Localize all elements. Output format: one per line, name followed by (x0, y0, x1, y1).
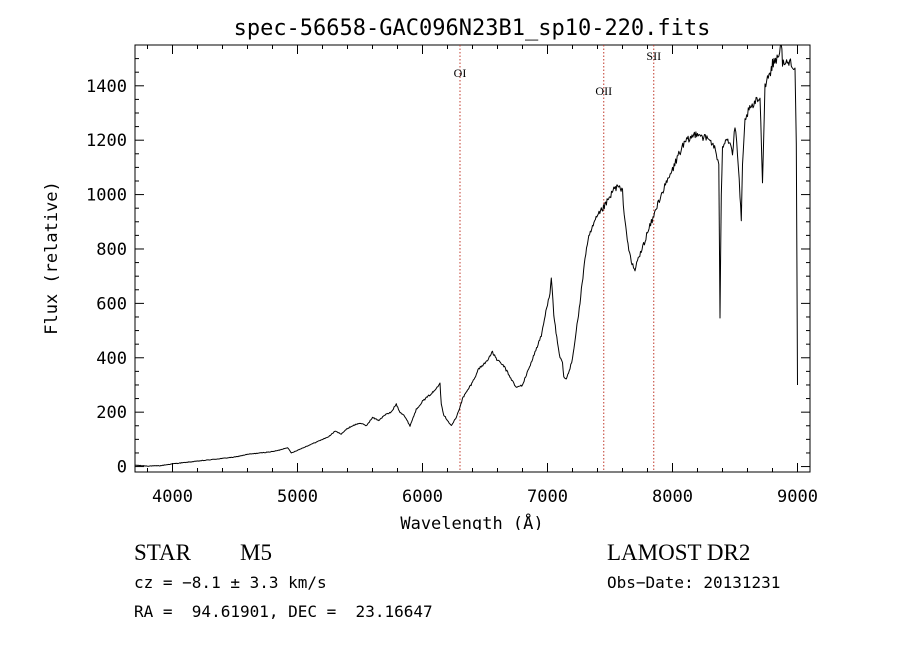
x-tick-label: 4000 (152, 487, 193, 507)
emission-line-label: OI (454, 66, 467, 80)
x-tick-label: 9000 (777, 487, 818, 507)
y-tick-label: 1400 (86, 77, 127, 97)
spectrum-chart: spec-56658-GAC096N23B1_sp10-220.fits Flu… (42, 16, 818, 530)
emission-line-label: OII (595, 84, 612, 98)
plot-frame (134, 44, 811, 473)
x-axis-label: Wavelength (Å) (400, 512, 543, 530)
y-tick-label: 1200 (86, 131, 127, 151)
x-tick-label: 5000 (277, 487, 318, 507)
obs-date-text: Obs−Date: 20131231 (607, 573, 781, 592)
emission-line-label: SII (646, 49, 661, 63)
object-type: STAR (134, 540, 191, 565)
x-tick-label: 6000 (402, 487, 443, 507)
coordinates-text: RA = 94.61901, DEC = 23.16647 (134, 602, 433, 621)
x-tick-label: 8000 (652, 487, 693, 507)
chart-title: spec-56658-GAC096N23B1_sp10-220.fits (234, 16, 711, 41)
y-tick-label: 600 (96, 294, 127, 314)
y-tick-label: 400 (96, 349, 127, 369)
y-tick-label: 200 (96, 403, 127, 423)
spectrum-series-line (134, 44, 798, 467)
y-axis-label: Flux (relative) (42, 181, 62, 335)
y-tick-label: 1000 (86, 186, 127, 206)
redshift-text: cz = −8.1 ± 3.3 km/s (134, 573, 327, 592)
survey-name: LAMOST DR2 (607, 540, 751, 565)
object-subclass: M5 (240, 540, 272, 565)
x-tick-label: 7000 (527, 487, 568, 507)
plot-area: 4000 5000 6000 7000 8000 9000 0 200 400 600 800 100… (86, 44, 818, 507)
y-tick-label: 800 (96, 240, 127, 260)
y-tick-label: 0 (117, 458, 127, 478)
